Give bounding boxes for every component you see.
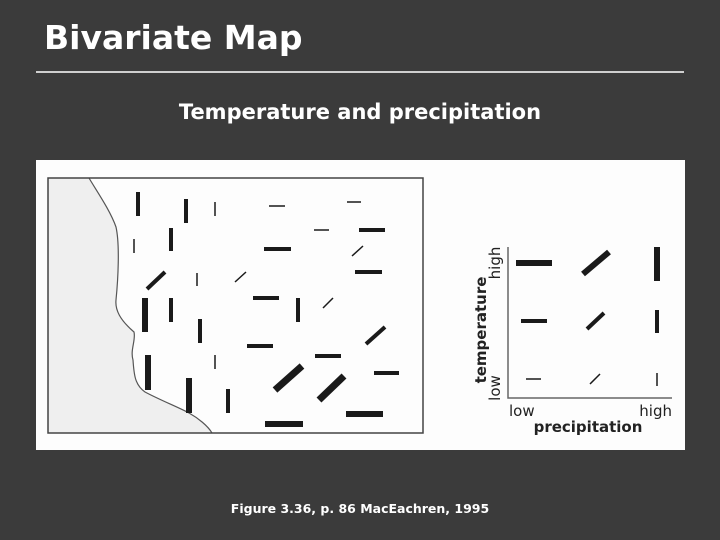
legend-symbol xyxy=(581,249,611,277)
legend-axes xyxy=(507,247,672,399)
x-low-label: low xyxy=(509,402,535,420)
map-symbol xyxy=(234,271,247,283)
map-symbol xyxy=(316,373,347,403)
title-divider xyxy=(36,71,684,73)
figure-caption: Figure 3.36, p. 86 MacEachren, 1995 xyxy=(230,501,490,516)
legend-symbols xyxy=(516,247,660,386)
map-symbol xyxy=(272,363,305,393)
land-area xyxy=(48,178,212,433)
y-axis-label: temperature xyxy=(472,277,490,384)
map-symbol xyxy=(364,325,387,346)
map xyxy=(47,177,424,434)
map-symbol xyxy=(351,245,364,257)
x-high-label: high xyxy=(639,402,672,420)
legend-symbol xyxy=(589,373,601,385)
x-axis-label: precipitation xyxy=(534,418,643,436)
slide-subtitle: Temperature and precipitation xyxy=(178,100,542,124)
map-symbol xyxy=(322,297,334,309)
slide-title: Bivariate Map xyxy=(44,18,303,57)
y-high-label: high xyxy=(486,247,504,280)
legend-symbol xyxy=(585,311,606,331)
map-frame xyxy=(47,177,424,434)
y-low-label: low xyxy=(486,375,504,401)
map-symbols xyxy=(133,192,399,427)
coastline xyxy=(88,177,213,434)
map-symbol xyxy=(145,270,167,291)
legend: high temperature low low high precipitat… xyxy=(472,247,672,436)
